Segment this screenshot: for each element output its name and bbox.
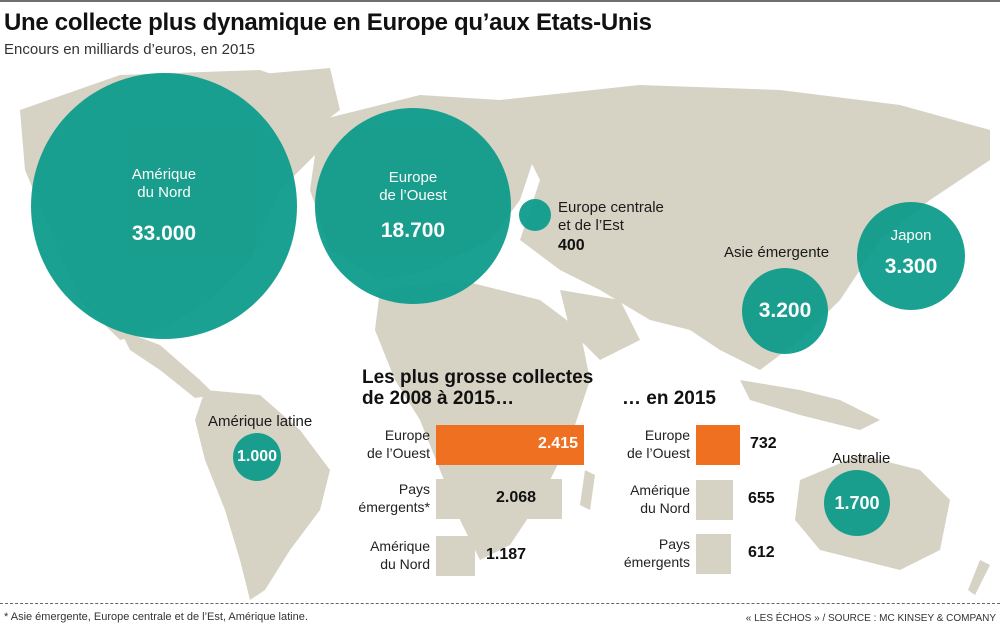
bar-value: 2.068 (496, 489, 537, 506)
bar-category: Amérique du Nord (630, 482, 690, 516)
footer-divider (0, 603, 1000, 604)
label-australie: Australie (832, 450, 891, 467)
label-europe-centrale: Europe centrale et de l’Est (558, 199, 664, 234)
bar-category: Pays émergents* (358, 481, 430, 515)
bar-value: 732 (750, 435, 777, 452)
bubble-value: 1.700 (834, 492, 880, 513)
bar-value: 612 (748, 544, 775, 561)
bubble-label: Japon (890, 227, 932, 244)
bar (436, 425, 584, 465)
bubble-value: 3.300 (884, 255, 938, 278)
bubble-japon: Japon 3.300 (857, 202, 965, 310)
panel1-bar-row: Europe de l’Ouest 2.415 (367, 425, 586, 465)
bar (696, 534, 731, 574)
bar-category: Europe de l’Ouest (366, 427, 430, 461)
bar-category: Pays émergents (623, 536, 690, 570)
bubble-value: 3.200 (758, 299, 812, 322)
panel2-bar-row: Europe de l’Ouest 732 (627, 425, 796, 465)
bubble-label: Europe de l’Ouest (379, 169, 447, 204)
bar (436, 479, 562, 519)
panel2-bar-row: Pays émergents 612 (624, 534, 796, 574)
chart-subtitle: Encours en milliards d’euros, en 2015 (4, 41, 255, 58)
bubble-asie-emergente: 3.200 (742, 268, 828, 354)
bar-category: Amérique du Nord (370, 538, 430, 572)
panel1-title: Les plus grosse collectes de 2008 à 2015… (362, 367, 594, 409)
footnote: * Asie émergente, Europe centrale et de … (4, 611, 308, 623)
label-asie-emergente: Asie émergente (724, 244, 830, 261)
top-rule (0, 0, 1000, 2)
panel2-bar-row: Amérique du Nord 655 (630, 480, 796, 520)
value-europe-centrale: 400 (558, 237, 585, 254)
panel2-title: … en 2015 (622, 388, 716, 409)
chart-title: Une collecte plus dynamique en Europe qu… (4, 9, 652, 36)
bubble-value: 33.000 (131, 222, 197, 245)
bar-value: 1.187 (486, 546, 527, 563)
bubble-value: 18.700 (380, 219, 446, 242)
bar (696, 480, 733, 520)
bubble-amerique-latine: 1.000 (233, 433, 281, 481)
bar (436, 536, 475, 576)
bubble-europe-centrale (519, 199, 551, 231)
bubble-europe-ouest: Europe de l’Ouest 18.700 (315, 108, 511, 304)
panel1-bar-row: Pays émergents* 2.068 (358, 479, 586, 519)
panel1-bar-row: Amérique du Nord 1.187 (370, 536, 586, 576)
source-credit: « LES ÉCHOS » / SOURCE : MC KINSEY & COM… (745, 613, 996, 624)
label-amerique-latine: Amérique latine (208, 413, 313, 430)
bubble-amerique-du-nord: Amérique du Nord 33.000 (31, 73, 297, 339)
bubble-label: Amérique du Nord (131, 166, 197, 201)
bubble-value: 1.000 (236, 448, 278, 465)
bar-value: 655 (748, 490, 775, 507)
bar-value: 2.415 (537, 435, 578, 452)
bar (696, 425, 740, 465)
bubble-australie: 1.700 (824, 470, 890, 536)
bar-category: Europe de l’Ouest (626, 427, 690, 461)
